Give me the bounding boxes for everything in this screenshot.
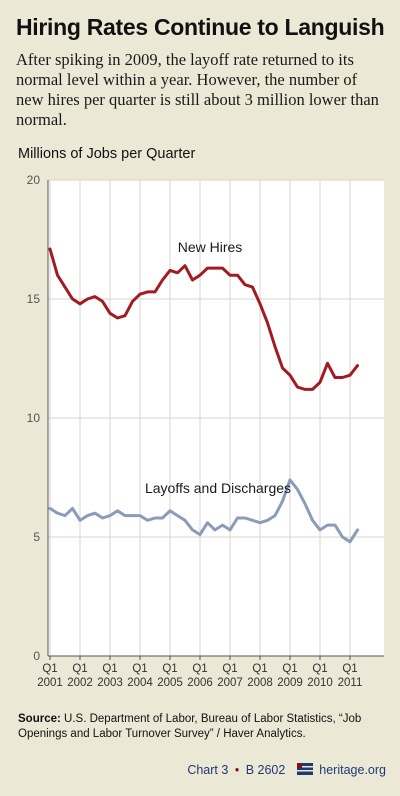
chart-subtitle: After spiking in 2009, the layoff rate r… — [16, 50, 379, 129]
x-tick-label-year: 2005 — [157, 677, 183, 689]
chart-title: Hiring Rates Continue to Languish — [16, 14, 385, 40]
heritage-bell-icon — [296, 762, 313, 779]
x-tick-label-year: 2003 — [97, 677, 123, 689]
x-tick-label-year: 2009 — [277, 677, 303, 689]
y-tick-label: 20 — [27, 173, 41, 187]
footer: Chart 3 • B 2602 heritage.org — [187, 762, 386, 779]
x-tick-label-year: 2004 — [127, 677, 153, 689]
x-tick-label-quarter: Q1 — [42, 663, 57, 675]
series-line-layoffs-and-discharges — [48, 478, 359, 544]
x-tick-label-year: 2001 — [37, 677, 63, 689]
x-tick-label-year: 2011 — [338, 677, 363, 689]
y-axis-label: Millions of Jobs per Quarter — [18, 146, 196, 162]
x-tick-label-quarter: Q1 — [132, 663, 147, 675]
x-tick-label-year: 2006 — [187, 677, 213, 689]
footer-separator: • — [234, 763, 240, 777]
x-tick-label-year: 2010 — [307, 677, 333, 689]
x-tick-label-quarter: Q1 — [72, 663, 87, 675]
x-tick-label-quarter: Q1 — [282, 663, 297, 675]
x-tick-label-year: 2002 — [67, 677, 93, 689]
source-note: Source: U.S. Department of Labor, Bureau… — [18, 712, 384, 742]
x-tick-label-quarter: Q1 — [252, 663, 267, 675]
x-tick-label-quarter: Q1 — [162, 663, 177, 675]
site-link[interactable]: heritage.org — [319, 763, 386, 777]
x-tick-label-quarter: Q1 — [312, 663, 327, 675]
x-tick-label-year: 2008 — [247, 677, 273, 689]
x-tick-label-quarter: Q1 — [102, 663, 117, 675]
chart-reference: Chart 3 — [187, 763, 229, 777]
source-label: Source: — [18, 713, 61, 725]
y-tick-label: 10 — [27, 411, 41, 425]
x-tick-label-quarter: Q1 — [192, 663, 207, 675]
source-text: U.S. Department of Labor, Bureau of Labo… — [18, 713, 362, 740]
y-tick-label: 0 — [33, 649, 40, 663]
y-tick-label: 15 — [27, 292, 41, 306]
series-label-layoffs-and-discharges: Layoffs and Discharges — [145, 480, 291, 496]
backgrounder-number: B 2602 — [245, 763, 286, 777]
series-label-new-hires: New Hires — [178, 239, 243, 255]
x-tick-label-year: 2007 — [217, 677, 243, 689]
x-tick-label-quarter: Q1 — [222, 663, 237, 675]
y-tick-label: 5 — [33, 530, 40, 544]
series-line-new-hires — [48, 247, 359, 391]
x-tick-label-quarter: Q1 — [342, 663, 357, 675]
